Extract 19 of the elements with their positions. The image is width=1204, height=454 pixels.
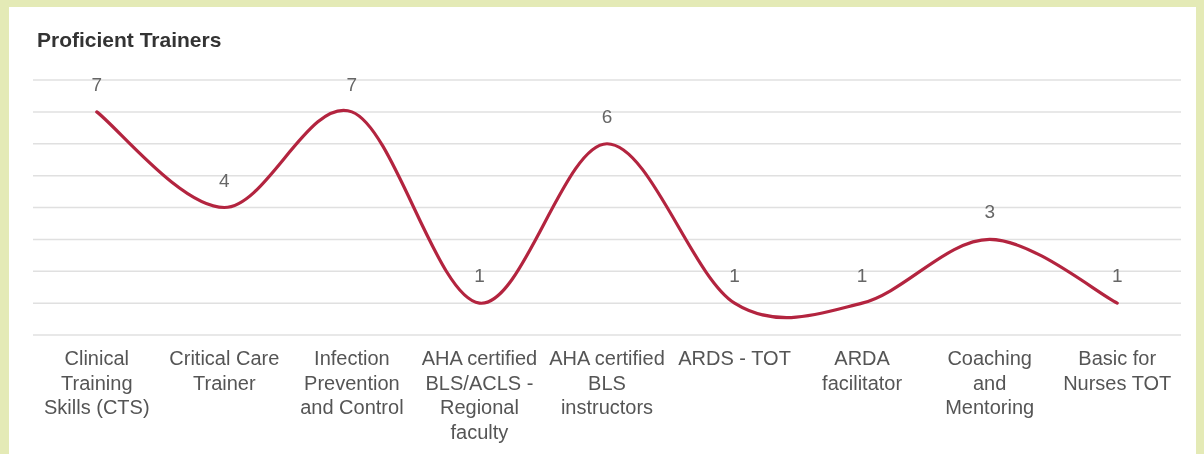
x-tick-label: ARDS - TOT <box>678 347 791 369</box>
data-label: 1 <box>1111 265 1123 287</box>
data-label: 4 <box>219 169 231 191</box>
x-tick-label: Coaching and Mentoring <box>945 347 1035 418</box>
data-label: 3 <box>984 201 995 223</box>
chart-title: Proficient Trainers <box>37 28 222 52</box>
data-label: 7 <box>346 73 358 95</box>
x-tick-label: Basic for Nurses TOT <box>1063 347 1172 394</box>
x-tick-label: ARDA facilitator <box>822 347 903 394</box>
data-label: 7 <box>91 73 103 95</box>
data-label: 1 <box>474 265 485 287</box>
x-tick-label: Critical Care Trainer <box>169 347 280 394</box>
data-label: 1 <box>856 265 868 287</box>
x-tick-label: AHA certified BLS/ACLS - Regional faculty <box>421 347 538 443</box>
data-label: 1 <box>729 265 740 287</box>
x-tick-label: AHA certified BLS instructors <box>549 347 665 418</box>
data-label: 6 <box>601 105 613 127</box>
x-tick-label: Clinical Training Skills (CTS) <box>44 347 150 418</box>
x-tick-label: Infection Prevention and Control <box>300 347 404 418</box>
